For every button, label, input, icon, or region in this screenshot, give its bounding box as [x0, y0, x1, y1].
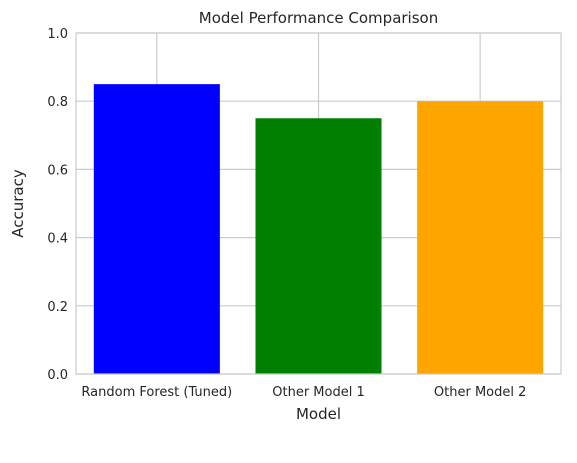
x-tick-label: Other Model 2 — [434, 385, 526, 400]
bar-1 — [93, 84, 220, 375]
y-tick-label: 0.8 — [47, 95, 68, 110]
y-tick-label: 0.0 — [47, 368, 68, 383]
bar-2 — [255, 118, 382, 374]
bar-3 — [417, 101, 544, 374]
axes-frame — [75, 32, 562, 375]
bars-layer — [93, 84, 544, 375]
y-axis-label: Accuracy — [9, 169, 27, 238]
y-tick-label: 1.0 — [47, 27, 68, 42]
x-tick-label: Other Model 1 — [272, 385, 364, 400]
x-axis-label: Model — [296, 405, 341, 423]
y-tick-label: 0.2 — [47, 300, 68, 315]
x-tick-label: Random Forest (Tuned) — [81, 385, 232, 400]
chart-title: Model Performance Comparison — [199, 9, 438, 27]
y-tick-labels: 0.0 0.2 0.4 0.6 0.8 1.0 — [47, 27, 68, 383]
y-tick-label: 0.6 — [47, 163, 68, 178]
y-tick-label: 0.4 — [47, 232, 68, 247]
x-tick-labels: Random Forest (Tuned) Other Model 1 Other … — [81, 385, 526, 400]
